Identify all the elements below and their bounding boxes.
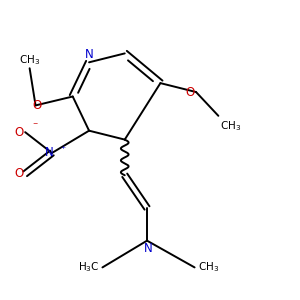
Text: $^-$: $^-$ [31,120,39,129]
Text: H$_3$C: H$_3$C [78,260,100,274]
Text: O: O [185,85,195,98]
Text: CH$_3$: CH$_3$ [198,260,219,274]
Text: O: O [32,99,42,112]
Text: CH$_3$: CH$_3$ [220,119,241,133]
Text: O: O [14,126,24,139]
Text: O: O [14,167,24,180]
Text: N: N [144,242,153,255]
Text: N: N [85,48,93,61]
Text: N: N [45,146,53,160]
Text: CH$_3$: CH$_3$ [19,53,40,67]
Text: $^+$: $^+$ [59,144,67,153]
